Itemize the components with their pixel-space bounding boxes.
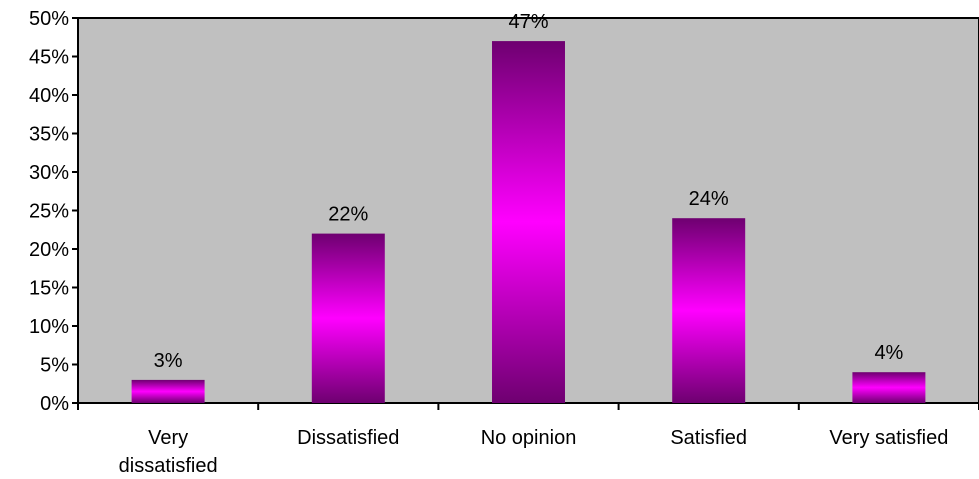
bar	[492, 41, 565, 403]
category-label: No opinion	[481, 427, 577, 449]
y-tick-label: 15%	[29, 278, 69, 300]
category-label: Very satisfied	[829, 427, 948, 449]
y-tick-label: 30%	[29, 162, 69, 184]
y-tick-label: 45%	[29, 47, 69, 69]
y-tick-label: 5%	[40, 355, 69, 377]
category-label: Very	[148, 427, 188, 449]
data-label: 4%	[874, 342, 903, 364]
data-label: 47%	[508, 11, 548, 33]
y-tick-label: 35%	[29, 124, 69, 146]
y-axis: 0% 5% 10% 15% 20% 25% 30% 35% 40% 45% 50%	[29, 8, 78, 415]
bar	[131, 379, 205, 403]
y-tick-label: 0%	[40, 393, 69, 415]
data-labels: 3% 22% 47% 24% 4%	[154, 11, 904, 372]
category-label: dissatisfied	[119, 455, 218, 477]
y-tick-label: 10%	[29, 316, 69, 338]
category-labels: Very dissatisfied Dissatisfied No opinion Sa…	[119, 427, 949, 477]
data-label: 24%	[689, 188, 729, 210]
bar	[852, 372, 926, 403]
category-label: Satisfied	[670, 427, 747, 449]
bar	[672, 218, 746, 403]
bars	[131, 41, 926, 403]
y-tick-label: 50%	[29, 8, 69, 30]
y-tick-label: 20%	[29, 239, 69, 261]
y-tick-label: 40%	[29, 85, 69, 107]
data-label: 3%	[154, 350, 183, 372]
x-axis	[77, 403, 979, 410]
bar	[311, 233, 385, 403]
category-label: Dissatisfied	[297, 427, 399, 449]
data-label: 22%	[328, 204, 368, 226]
y-tick-label: 25%	[29, 201, 69, 223]
